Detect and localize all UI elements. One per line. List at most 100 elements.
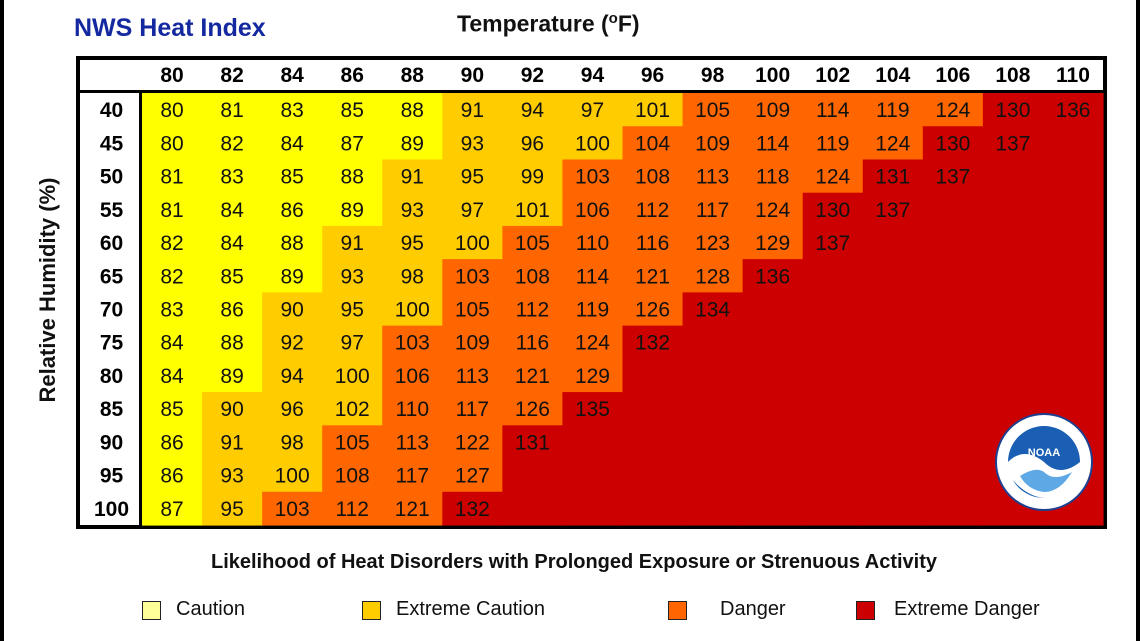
heat-cell [622,292,684,327]
x-tick-label: 96 [641,64,664,87]
cell-value-label: 83 [220,166,243,189]
heat-cell [622,392,684,426]
heat-cell [322,392,383,426]
heat-cell [922,259,984,293]
heat-cell [1042,259,1104,293]
heat-cell [622,425,684,460]
cell-value-label: 118 [756,166,789,189]
y-tick-label: 55 [100,199,124,222]
heat-cell [382,325,443,360]
legend-swatch-caution [142,601,161,620]
heat-cell [202,325,263,360]
cell-value-label: 113 [396,431,429,454]
heat-cell [562,292,624,327]
cell-value-label: 105 [695,99,730,122]
heat-cell [442,491,503,526]
cell-value-label: 112 [636,199,669,222]
heat-cell [802,292,864,327]
heat-cell [922,325,984,360]
heat-cell [202,259,263,293]
cell-value-label: 89 [220,365,243,388]
cell-value-label: 108 [335,465,370,488]
cell-value-label: 134 [695,299,730,322]
heat-cell [622,93,684,127]
cell-value-label: 124 [815,166,850,189]
cell-value-label: 100 [275,465,310,488]
cell-value-label: 114 [756,132,790,155]
cell-value-label: 95 [461,166,484,189]
heat-cell [742,159,804,194]
heat-cell [262,292,323,327]
heat-cell [922,358,984,393]
cell-value-label: 104 [635,132,670,155]
heat-cell [922,292,984,327]
heat-cell [502,458,564,493]
heat-cell [142,392,203,426]
heat-cell [502,259,564,293]
heat-cell [202,93,263,127]
cell-value-label: 136 [1055,99,1090,122]
x-axis-title: Temperature (oF) [457,10,640,38]
heat-cell [262,159,323,194]
heat-cell [622,325,684,360]
y-tick-label: 95 [100,465,124,488]
legend-label-extreme-caution: Extreme Caution [396,598,545,620]
heat-cell [442,259,503,293]
heat-cell [562,126,624,161]
cell-value-label: 123 [695,232,730,255]
heat-cell [682,425,744,460]
heat-cell [922,159,984,194]
cell-value-label: 92 [280,332,303,355]
cell-value-label: 96 [521,132,544,155]
cell-value-label: 84 [160,365,184,388]
heat-cell [1042,292,1104,327]
cell-value-label: 114 [576,265,610,288]
x-tick-label: 80 [160,64,183,87]
heat-cell [742,225,804,260]
cell-value-label: 103 [395,332,430,355]
cell-value-label: 119 [876,99,909,122]
cell-value-label: 103 [275,498,310,521]
heat-cell [682,126,744,161]
cell-value-label: 117 [456,398,489,421]
cell-value-label: 112 [335,498,368,521]
x-axis-title-end: F) [617,10,640,37]
heat-cell [142,425,203,460]
heat-cell [322,93,383,127]
cell-value-label: 126 [515,398,550,421]
heat-cell [202,225,263,260]
heat-cell [1042,325,1104,360]
x-tick-label: 106 [935,64,970,87]
heat-cell [502,126,564,161]
cell-value-label: 86 [160,431,183,454]
cell-value-label: 81 [220,99,243,122]
heat-cell [862,225,924,260]
heat-cell [322,491,383,526]
heatmap-svg: 80 81 83 85 88 91 94 97 101 105 109 114 119 124 130 136… [80,60,1104,526]
heat-cell [682,325,744,360]
heat-cell [382,192,443,227]
cell-value-label: 84 [160,332,184,355]
cell-value-label: 91 [461,99,484,122]
heat-cell [382,93,443,127]
cell-value-label: 96 [280,398,303,421]
noaa-logo-text: NOAA [1028,447,1060,459]
x-tick-label: 102 [815,64,850,87]
cell-value-label: 106 [575,199,610,222]
heat-cell [742,491,804,526]
heat-cell [202,358,263,393]
cell-value-label: 88 [401,99,424,122]
x-tick-label: 110 [1056,64,1090,87]
cell-value-label: 110 [396,398,429,421]
heat-cell [142,126,203,161]
heat-cell [142,358,203,393]
heat-cell [322,325,383,360]
heat-cell [742,192,804,227]
heat-cell [1042,225,1104,260]
heat-cell [922,392,984,426]
heat-cell [502,159,564,194]
heat-cell [202,126,263,161]
heat-cell [862,259,924,293]
heat-cell [682,458,744,493]
